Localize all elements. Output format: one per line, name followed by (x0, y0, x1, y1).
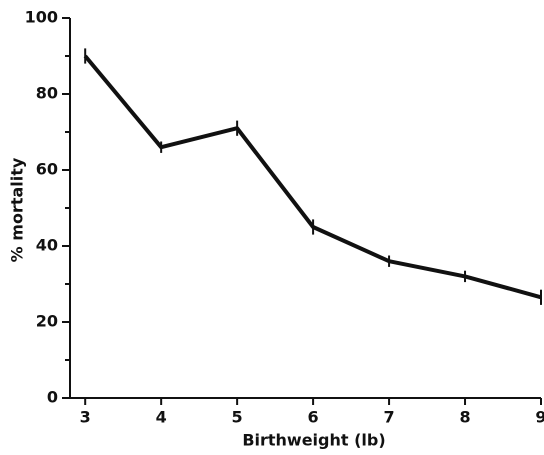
y-tick-label: 100 (25, 8, 58, 27)
x-tick-label: 7 (383, 408, 394, 427)
x-axis-label: Birthweight (lb) (242, 431, 385, 450)
y-tick-label: 20 (36, 312, 58, 331)
x-tick-label: 4 (156, 408, 167, 427)
x-tick-label: 8 (459, 408, 470, 427)
y-tick-label: 60 (36, 160, 58, 179)
x-tick-label: 9 (535, 408, 544, 427)
x-tick-label: 5 (232, 408, 243, 427)
y-tick-label: 80 (36, 84, 58, 103)
x-tick-label: 3 (80, 408, 91, 427)
y-tick-label: 40 (36, 236, 58, 255)
y-tick-label: 0 (47, 388, 58, 407)
x-tick-label: 6 (308, 408, 319, 427)
data-line (83, 54, 542, 300)
y-axis-label: % mortality (8, 157, 27, 262)
